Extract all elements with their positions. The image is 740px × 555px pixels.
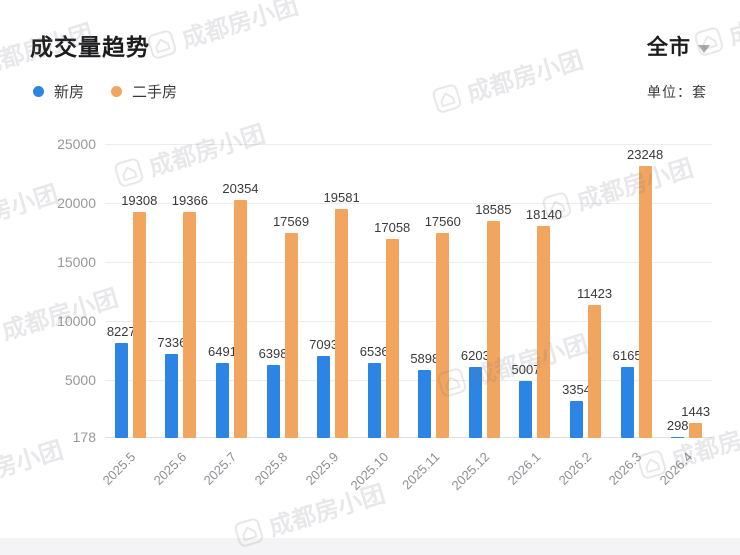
bar-value-label: 20354 xyxy=(222,180,259,196)
bar-new-home[interactable] xyxy=(114,343,128,438)
bar-second-hand[interactable] xyxy=(638,165,652,438)
bar-value-label: 6491 xyxy=(207,344,237,360)
gridline xyxy=(105,380,712,382)
bar-second-hand[interactable] xyxy=(588,305,602,438)
bar-value-label: 23248 xyxy=(627,146,664,162)
legend-item-second-hand[interactable]: 二手房 xyxy=(111,81,177,102)
y-tick-label: 178 xyxy=(72,429,96,445)
gridline xyxy=(105,437,712,438)
unit-label: 单位：套 xyxy=(647,83,707,100)
bar-value-label: 18585 xyxy=(475,201,512,217)
bar-value-label: 7336 xyxy=(157,334,187,350)
region-selector-label: 全市 xyxy=(647,36,691,59)
bar-value-label: 7093 xyxy=(309,337,339,353)
bar-second-hand[interactable] xyxy=(233,199,247,438)
gridline xyxy=(105,262,712,264)
legend-dot-second-hand-icon xyxy=(111,86,123,97)
legend: 新房 二手房 xyxy=(33,81,177,102)
y-tick-label: 25000 xyxy=(57,136,96,152)
bar-value-label: 298 xyxy=(666,417,689,433)
bar-new-home[interactable] xyxy=(367,362,381,438)
bar-value-label: 5898 xyxy=(410,351,440,367)
bar-new-home[interactable] xyxy=(468,366,482,438)
gridline xyxy=(105,144,712,145)
bar-value-label: 11423 xyxy=(576,286,613,302)
bar-new-home[interactable] xyxy=(266,364,280,438)
bar-second-hand[interactable] xyxy=(436,232,450,438)
bar-value-label: 3354 xyxy=(562,381,591,397)
legend-label-second-hand: 二手房 xyxy=(132,84,178,101)
bar-value-label: 17560 xyxy=(424,213,461,229)
bar-value-label: 6536 xyxy=(359,343,389,359)
bar-new-home[interactable] xyxy=(620,367,634,438)
bar-value-label: 5007 xyxy=(511,362,541,377)
bar-value-label: 17569 xyxy=(272,213,310,229)
y-tick-label: 10000 xyxy=(57,313,96,330)
bar-value-label: 6203 xyxy=(460,347,490,363)
bar-value-label: 19366 xyxy=(171,192,208,208)
gridline xyxy=(105,203,712,205)
plot-area: 8227 19308 7336 19366 6491 20354 6398 17569 7093… xyxy=(105,144,712,438)
bar-second-hand[interactable] xyxy=(385,238,399,438)
bar-second-hand[interactable] xyxy=(335,208,349,438)
page-title: 成交量趋势 xyxy=(30,34,150,60)
bar-new-home[interactable] xyxy=(215,363,229,438)
bar-value-label: 19581 xyxy=(323,189,360,205)
bottom-section-divider xyxy=(0,538,740,555)
chevron-down-icon xyxy=(698,44,710,53)
bar-second-hand[interactable] xyxy=(284,232,298,438)
bar-value-label: 17058 xyxy=(374,219,411,235)
legend-row: 新房 二手房 单位：套 xyxy=(33,81,707,102)
legend-label-new-home: 新房 xyxy=(54,84,85,101)
legend-item-new-home[interactable]: 新房 xyxy=(33,81,84,102)
region-selector[interactable]: 全市 xyxy=(647,31,710,61)
bar-new-home[interactable] xyxy=(519,381,533,438)
y-tick-label: 5000 xyxy=(64,372,96,389)
bar-value-label: 19308 xyxy=(121,193,158,209)
bar-new-home[interactable] xyxy=(317,356,331,438)
y-tick-label: 20000 xyxy=(57,195,96,212)
legend-dot-new-home-icon xyxy=(33,86,44,97)
bar-value-label: 6165 xyxy=(612,348,642,364)
bar-value-label: 6398 xyxy=(258,345,288,361)
gridline xyxy=(105,321,712,323)
bar-new-home[interactable] xyxy=(418,370,432,438)
y-tick-label: 15000 xyxy=(57,254,96,271)
bar-new-home[interactable] xyxy=(165,353,179,438)
bar-second-hand[interactable] xyxy=(486,220,500,438)
bar-second-hand[interactable] xyxy=(689,423,703,438)
bar-value-label: 18140 xyxy=(525,206,563,222)
bar-new-home[interactable] xyxy=(570,400,584,438)
bar-second-hand[interactable] xyxy=(537,225,551,438)
bar-second-hand[interactable] xyxy=(183,211,197,438)
bar-value-label: 8227 xyxy=(106,324,136,339)
bar-second-hand[interactable] xyxy=(132,212,146,438)
bar-value-label: 1443 xyxy=(681,404,711,420)
bar-new-home[interactable] xyxy=(671,436,685,438)
